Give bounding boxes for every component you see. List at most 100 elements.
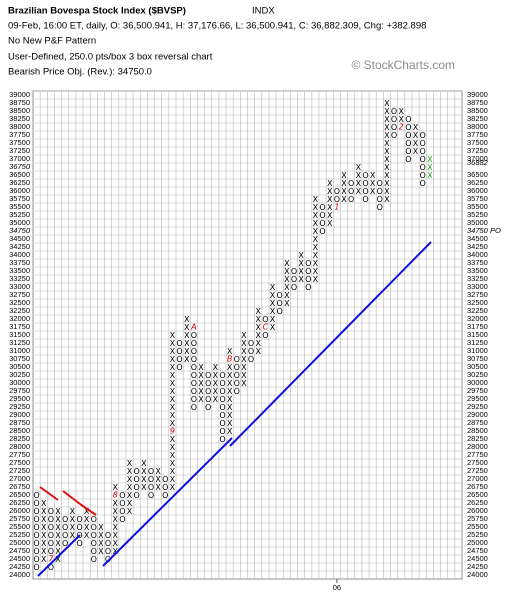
pnf-box: X <box>112 539 118 548</box>
y-tick-label: 36000 <box>9 186 30 195</box>
y-tick-label-right: 34500 <box>467 234 488 243</box>
pnf-box: X <box>170 387 176 396</box>
pnf-box: O <box>105 547 111 556</box>
pnf-box: O <box>348 179 354 188</box>
y-tick-label-right: 37250 <box>467 146 488 155</box>
pnf-box: O <box>162 475 168 484</box>
pnf-box: X <box>227 379 233 388</box>
y-tick-label-right: 32250 <box>467 306 488 315</box>
y-tick-label: 31500 <box>9 330 30 339</box>
pnf-box: X <box>55 555 61 564</box>
y-tick-label-right: 36000 <box>467 186 488 195</box>
pnf-box: X <box>284 275 290 284</box>
y-tick-label: 36500 <box>9 170 30 179</box>
pnf-box: X <box>170 451 176 460</box>
pnf-box: O <box>48 563 54 572</box>
pnf-box: O <box>291 275 297 284</box>
y-tick-label: 36750 <box>9 162 31 171</box>
y-tick-label-right: 26500 <box>467 490 488 499</box>
pnf-box: O <box>420 171 426 180</box>
pnf-box: O <box>91 515 97 524</box>
pnf-box: O <box>119 507 125 516</box>
y-tick-label: 29750 <box>9 386 30 395</box>
pnf-box: X <box>227 371 233 380</box>
pnf-box: X <box>112 547 118 556</box>
pnf-box: X <box>384 155 390 164</box>
y-tick-label: 38250 <box>9 114 30 123</box>
pnf-box: X <box>313 267 319 276</box>
pnf-box: X <box>255 307 261 316</box>
y-tick-label: 27500 <box>9 458 30 467</box>
y-tick-label: 24750 <box>9 546 30 555</box>
y-tick-label: 36250 <box>9 178 30 187</box>
pnf-box: X <box>41 523 47 532</box>
pnf-box: X <box>155 483 161 492</box>
pnf-box: O <box>33 555 39 564</box>
y-tick-label: 32250 <box>9 306 30 315</box>
pnf-box: X <box>227 427 233 436</box>
pnf-box: O <box>219 427 225 436</box>
pnf-box: X <box>170 395 176 404</box>
pnf-box: O <box>33 539 39 548</box>
pnf-box: O <box>148 475 154 484</box>
y-tick-label: 26250 <box>9 498 30 507</box>
pnf-box: X <box>270 291 276 300</box>
pnf-box: X <box>170 435 176 444</box>
pnf-box: X <box>112 523 118 532</box>
pnf-box: X <box>341 187 347 196</box>
y-tick-label-right: 35250 <box>467 210 488 219</box>
y-tick-label-right: 37000 <box>467 154 488 163</box>
pnf-box: X <box>170 363 176 372</box>
pnf-box: X <box>270 299 276 308</box>
y-tick-label: 30750 <box>9 354 30 363</box>
pnf-box: X <box>270 283 276 292</box>
pnf-box: X <box>227 347 233 356</box>
y-tick-label-right: 30500 <box>467 362 488 371</box>
y-tick-label: 38750 <box>9 98 30 107</box>
pnf-box: X <box>327 219 333 228</box>
grid <box>32 90 463 583</box>
y-tick-label: 39000 <box>9 90 30 99</box>
pnf-box: X <box>170 475 176 484</box>
y-tick-label-right: 27500 <box>467 458 488 467</box>
y-tick-label: 25500 <box>9 522 30 531</box>
pnf-column: OOO <box>248 339 254 364</box>
pnf-box: X <box>141 483 147 492</box>
pnf-box: X <box>170 411 176 420</box>
y-tick-label: 37250 <box>9 146 30 155</box>
y-tick-label-right: 33500 <box>467 266 488 275</box>
y-tick-label: 33000 <box>9 282 30 291</box>
pnf-box: O <box>91 555 97 564</box>
y-tick-label: 34000 <box>9 250 30 259</box>
pnf-box: X <box>55 547 61 556</box>
pnf-box: X <box>41 499 47 508</box>
pnf-box: X <box>284 283 290 292</box>
pnf-box: X <box>184 323 190 332</box>
pnf-box: X <box>384 179 390 188</box>
y-tick-label-right: 32750 <box>467 290 488 299</box>
pnf-box: O <box>291 267 297 276</box>
pnf-box: X <box>227 395 233 404</box>
pnf-box: X <box>198 395 204 404</box>
pnf-box: X <box>184 315 190 324</box>
pnf-box: X <box>141 475 147 484</box>
pnf-box: O <box>219 387 225 396</box>
pnf-box: X <box>227 403 233 412</box>
pnf-box: X <box>270 315 276 324</box>
y-tick-label-right: 38000 <box>467 122 488 131</box>
pnf-box: X <box>84 531 90 540</box>
pnf-box: X <box>384 171 390 180</box>
pnf-box: X <box>84 507 90 516</box>
pnf-box: X <box>170 419 176 428</box>
pnf-box: O <box>420 147 426 156</box>
y-tick-label: 24000 <box>9 570 30 579</box>
pnf-box: O <box>377 179 383 188</box>
pnf-box: X <box>370 187 376 196</box>
pnf-box: O <box>119 515 125 524</box>
y-tick-label: 32500 <box>9 298 30 307</box>
pnf-box: O <box>62 523 68 532</box>
